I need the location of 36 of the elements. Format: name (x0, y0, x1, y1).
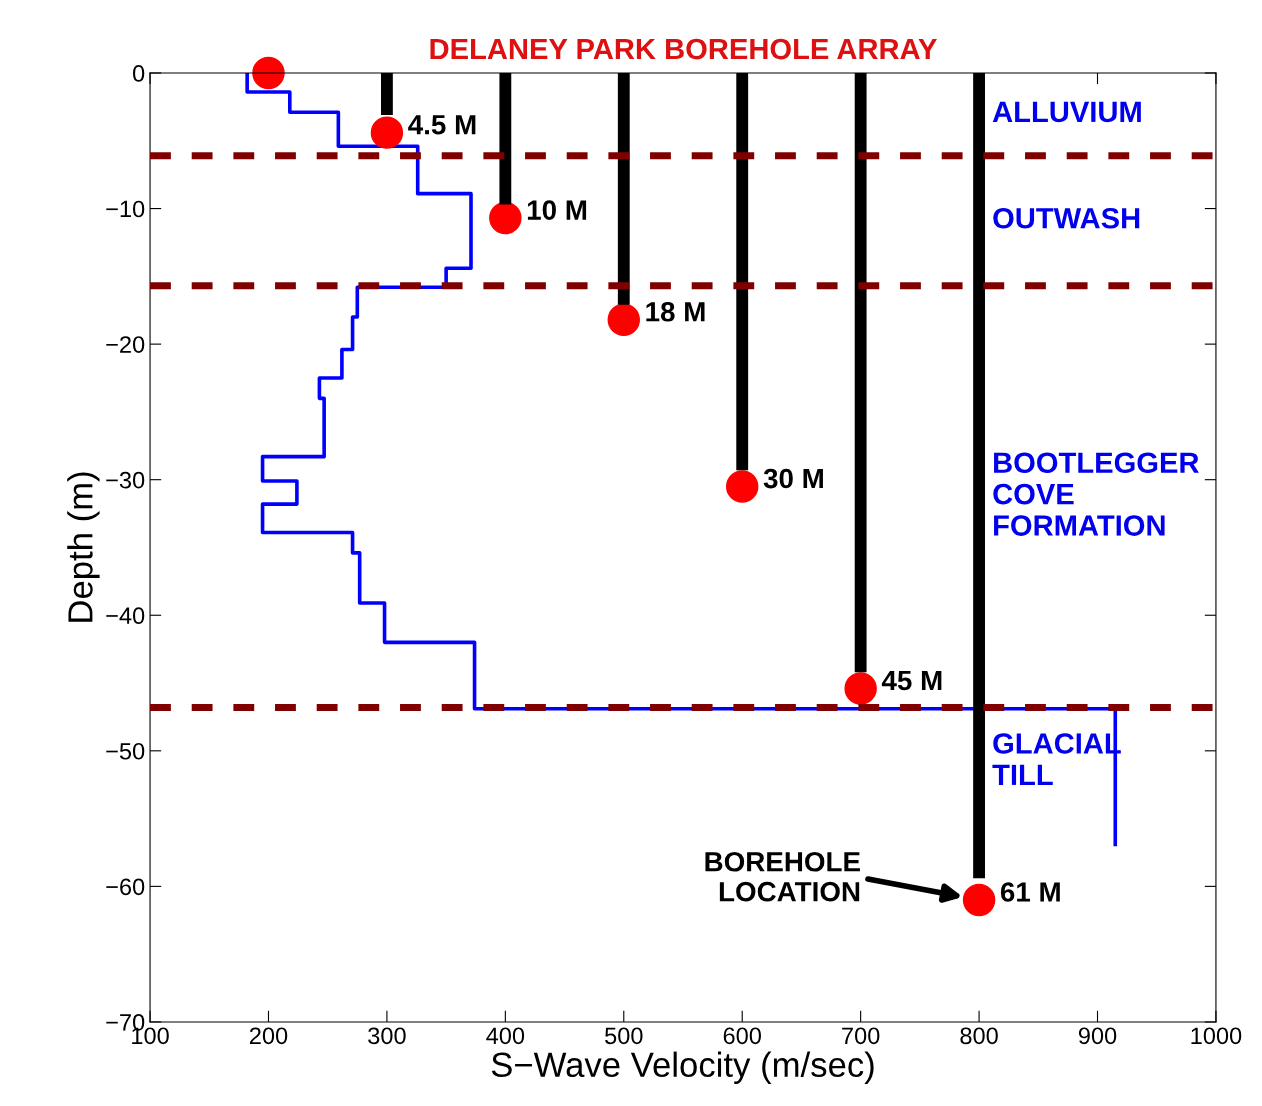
annotation: 18 M (646, 301, 705, 322)
x-tick-label: 400 (486, 1027, 525, 1045)
x-tick-label: 1000 (1191, 1027, 1242, 1045)
annotation: OUTWASH (993, 207, 1140, 229)
point (370, 116, 404, 149)
x-tick-label: 200 (249, 1027, 288, 1045)
annotation: 10 M (527, 200, 587, 220)
y-tick-label: −40 (106, 607, 145, 625)
annotation: 61 M (1000, 882, 1060, 902)
x-tick-label: 800 (960, 1027, 998, 1045)
annotation: ALLUVIUM (992, 101, 1141, 123)
point (252, 56, 285, 90)
annotation: BOOTLEGGER COVE FORMATION (993, 452, 1199, 536)
y-tick-label: −60 (106, 878, 145, 896)
x-tick-label: 600 (723, 1027, 761, 1045)
point (844, 672, 877, 705)
y-tick-label: −50 (106, 742, 145, 760)
annotation: 45 M (881, 670, 942, 691)
y-tick-label: −30 (106, 471, 145, 489)
y-tick-label: 0 (132, 65, 145, 82)
annotation: 30 M (763, 468, 823, 489)
point (962, 883, 996, 917)
y-tick-label: −20 (106, 336, 145, 353)
x-axis-title: S−Wave Velocity (m/sec) (491, 1051, 874, 1084)
annotation: BOREHOLE LOCATION (705, 851, 860, 902)
x-tick-label: 700 (842, 1027, 880, 1045)
point (725, 470, 759, 503)
x-tick-label: 300 (368, 1027, 406, 1045)
point (607, 303, 641, 336)
point (489, 201, 522, 235)
annotation: 4.5 M (408, 115, 476, 135)
y-axis-title: Depth (m) (67, 472, 100, 622)
y-tick-label: −10 (106, 200, 145, 218)
x-tick-label: 900 (1078, 1027, 1117, 1045)
x-tick-label: 500 (605, 1027, 643, 1045)
chart-title: DELANEY PARK BOREHOLE ARRAY (430, 38, 937, 60)
